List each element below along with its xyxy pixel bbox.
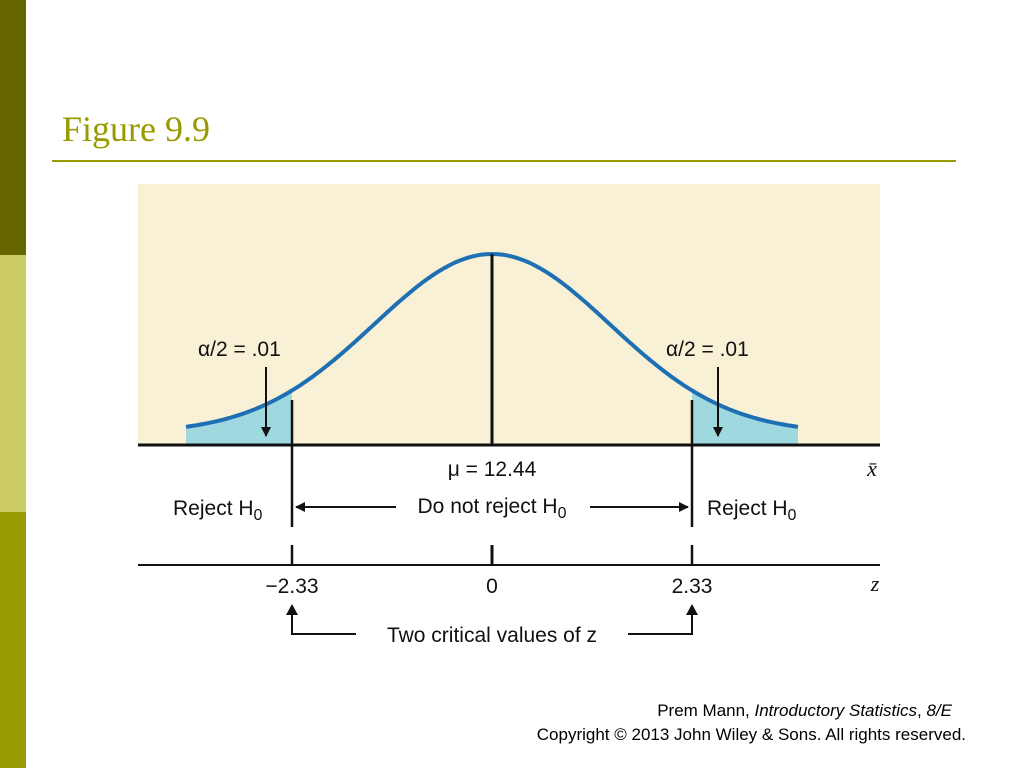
citation-separator: ,: [917, 701, 927, 720]
critical-bracket-right-head: [686, 604, 698, 615]
title-underline: [52, 160, 956, 162]
critical-values-caption: Two critical values of z: [387, 624, 597, 647]
book-title: Introductory Statistics: [754, 701, 918, 720]
critical-bracket-left: [291, 614, 356, 635]
z-tick-label-right: 2.33: [672, 575, 713, 598]
reject-right-label: Reject H0: [707, 497, 797, 524]
slide-title: Figure 9.9: [62, 109, 210, 149]
copyright-line: Copyright © 2013 John Wiley & Sons. All …: [536, 725, 966, 744]
figure-background: [138, 184, 880, 445]
credit-block: Prem Mann, Introductory Statistics, 8/E …: [537, 699, 966, 747]
xbar-axis-label: x̄: [866, 456, 877, 481]
reject-left-label: Reject H0: [173, 497, 263, 524]
z-tick-label-left: −2.33: [265, 575, 318, 598]
critical-bracket-left-head: [286, 604, 298, 615]
mean-label: μ = 12.44: [448, 458, 537, 481]
z-axis-label: z: [870, 571, 880, 596]
citation-line: Prem Mann, Introductory Statistics, 8/E: [537, 699, 966, 723]
left-alpha-label: α/2 = .01: [198, 338, 281, 361]
edition-label: 8/E: [926, 701, 952, 720]
z-tick-label-center: 0: [486, 575, 498, 598]
normal-distribution-figure: α/2 = .01 α/2 = .01 μ = 12.44 x̄ z Rejec…: [138, 184, 885, 654]
sidebar-olive-segment: [0, 512, 26, 768]
author-name: Prem Mann,: [657, 701, 755, 720]
right-alpha-label: α/2 = .01: [666, 338, 749, 361]
sidebar-dark-segment: [0, 0, 26, 255]
sidebar-light-segment: [0, 255, 26, 512]
do-not-reject-label: Do not reject H0: [418, 495, 567, 522]
critical-bracket-right: [628, 614, 693, 635]
